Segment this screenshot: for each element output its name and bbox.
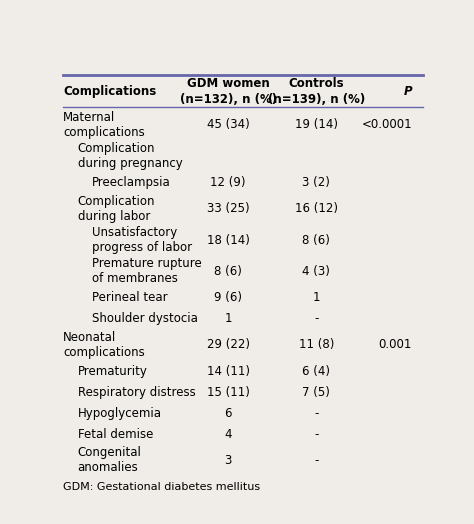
Text: Maternal
complications: Maternal complications [63, 111, 145, 139]
Text: 1: 1 [313, 291, 320, 304]
Text: 0.001: 0.001 [379, 339, 412, 352]
Text: Shoulder dystocia: Shoulder dystocia [92, 312, 198, 325]
Text: 18 (14): 18 (14) [207, 234, 250, 246]
Text: Congenital
anomalies: Congenital anomalies [78, 446, 142, 474]
Text: Complication
during labor: Complication during labor [78, 194, 155, 223]
Text: Fetal demise: Fetal demise [78, 428, 153, 441]
Text: P: P [403, 84, 412, 97]
Text: Perineal tear: Perineal tear [92, 291, 168, 304]
Text: 7 (5): 7 (5) [302, 386, 330, 399]
Text: 12 (9): 12 (9) [210, 176, 246, 189]
Text: GDM: Gestational diabetes mellitus: GDM: Gestational diabetes mellitus [63, 482, 260, 492]
Text: 19 (14): 19 (14) [295, 118, 338, 131]
Text: Preeclampsia: Preeclampsia [92, 176, 171, 189]
Text: 3 (2): 3 (2) [302, 176, 330, 189]
Text: 4: 4 [225, 428, 232, 441]
Text: Neonatal
complications: Neonatal complications [63, 331, 145, 359]
Text: 15 (11): 15 (11) [207, 386, 250, 399]
Text: 6: 6 [225, 407, 232, 420]
Text: -: - [314, 312, 319, 325]
Text: 1: 1 [225, 312, 232, 325]
Text: Respiratory distress: Respiratory distress [78, 386, 195, 399]
Text: <0.0001: <0.0001 [361, 118, 412, 131]
Text: 8 (6): 8 (6) [302, 234, 330, 246]
Text: 3: 3 [225, 454, 232, 467]
Text: Premature rupture
of membranes: Premature rupture of membranes [92, 257, 202, 286]
Text: Hypoglycemia: Hypoglycemia [78, 407, 162, 420]
Text: 45 (34): 45 (34) [207, 118, 250, 131]
Text: Unsatisfactory
progress of labor: Unsatisfactory progress of labor [92, 226, 192, 254]
Text: 6 (4): 6 (4) [302, 365, 330, 378]
Text: Complications: Complications [63, 84, 156, 97]
Text: -: - [314, 428, 319, 441]
Text: 9 (6): 9 (6) [214, 291, 242, 304]
Text: Controls
(n=139), n (%): Controls (n=139), n (%) [268, 77, 365, 106]
Text: 14 (11): 14 (11) [207, 365, 250, 378]
Text: 11 (8): 11 (8) [299, 339, 334, 352]
Text: GDM women
(n=132), n (%): GDM women (n=132), n (%) [180, 77, 277, 106]
Text: Complication
during pregnancy: Complication during pregnancy [78, 142, 182, 170]
Text: 16 (12): 16 (12) [295, 202, 338, 215]
Text: -: - [314, 407, 319, 420]
Text: 4 (3): 4 (3) [302, 265, 330, 278]
Text: 8 (6): 8 (6) [214, 265, 242, 278]
Text: 33 (25): 33 (25) [207, 202, 249, 215]
Text: 29 (22): 29 (22) [207, 339, 250, 352]
Text: Prematurity: Prematurity [78, 365, 147, 378]
Text: -: - [314, 454, 319, 467]
